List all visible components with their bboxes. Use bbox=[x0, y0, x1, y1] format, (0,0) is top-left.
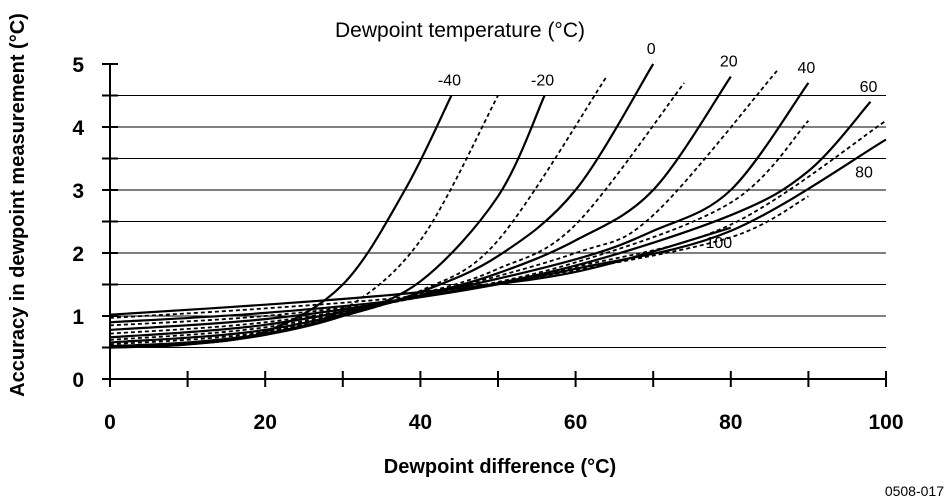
series-label: -40 bbox=[438, 73, 461, 90]
series-line-40 bbox=[109, 82, 810, 339]
series-line-80 bbox=[109, 138, 887, 324]
y-axis-title: Accuracy in dewpoint measurement (°C) bbox=[7, 13, 29, 397]
x-tick-label: 60 bbox=[564, 411, 587, 434]
y-tick-label: 2 bbox=[72, 243, 84, 266]
series-label: 20 bbox=[720, 54, 738, 71]
series-line-dashed-11 bbox=[109, 119, 887, 327]
x-axis-title: Dewpoint difference (°C) bbox=[384, 456, 616, 478]
chart-title: Dewpoint temperature (°C) bbox=[335, 19, 585, 42]
y-tick-label: 1 bbox=[72, 306, 84, 329]
grid-lines bbox=[110, 95, 886, 348]
y-tick-label: 0 bbox=[72, 369, 84, 392]
series-label: -20 bbox=[531, 73, 554, 90]
series-labels: -40 -20 0 20 40 60 80 100 bbox=[438, 41, 878, 252]
x-tick-label: 40 bbox=[409, 411, 432, 434]
series-line-60 bbox=[109, 101, 872, 331]
x-tick-label: 80 bbox=[719, 411, 742, 434]
series-label: 0 bbox=[647, 41, 656, 58]
y-tick-label: 5 bbox=[72, 54, 84, 77]
series-label: 40 bbox=[798, 60, 816, 77]
series-line-100 bbox=[109, 226, 732, 316]
x-tick-label: 20 bbox=[254, 411, 277, 434]
series-lines bbox=[109, 63, 887, 349]
series-line-dashed-5 bbox=[109, 82, 685, 346]
series-label: 80 bbox=[855, 165, 873, 182]
figure-id: 0508-017 bbox=[885, 483, 944, 499]
series-line-dashed-9 bbox=[109, 120, 810, 335]
series-line-dashed-13 bbox=[109, 195, 809, 319]
x-tick-label: 100 bbox=[868, 411, 903, 434]
y-tick-label: 4 bbox=[72, 117, 84, 140]
y-tick-label: 3 bbox=[72, 180, 84, 203]
axes: 0 20 40 60 80 100 0 1 2 3 4 5 bbox=[72, 54, 903, 434]
series-label: 100 bbox=[705, 235, 732, 252]
series-line-dashed-7 bbox=[109, 69, 779, 341]
series-label: 60 bbox=[860, 79, 878, 96]
x-tick-label: 0 bbox=[104, 411, 116, 434]
series-line-20 bbox=[109, 75, 732, 344]
